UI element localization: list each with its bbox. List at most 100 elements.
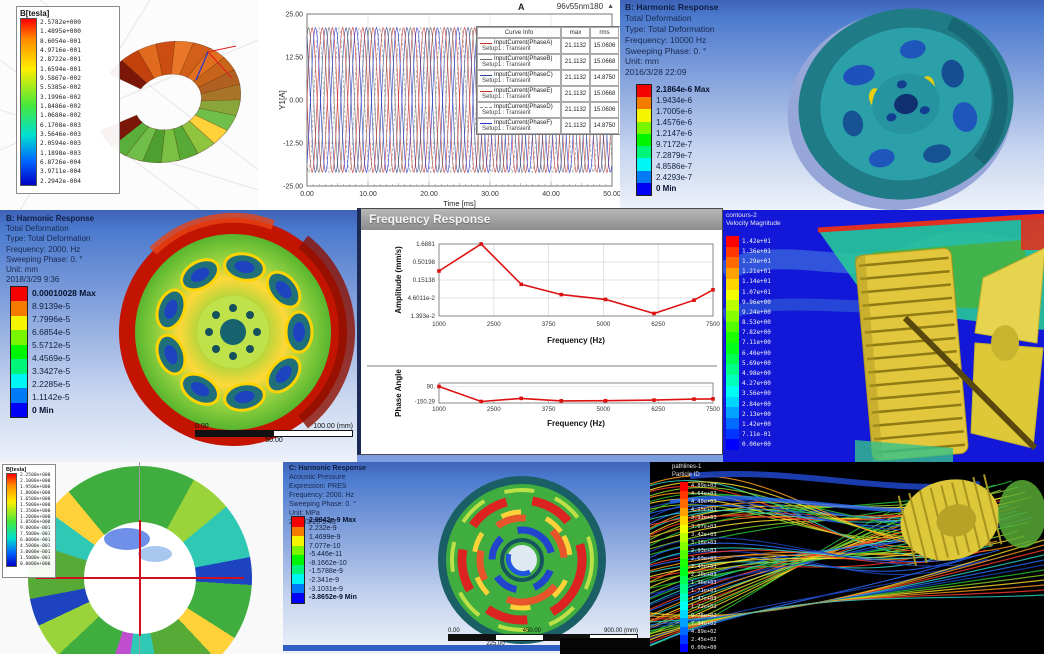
axis-text: 12.50 <box>285 54 303 61</box>
chart-title: A <box>518 2 525 12</box>
legend-value: 1.2000e+000 <box>20 514 51 520</box>
legend-value: 2.9942e-9 Max <box>309 516 357 524</box>
info-line: Sweeping Phase: 0. ° <box>289 500 357 508</box>
table-cell-max: 21.1132 <box>561 38 590 54</box>
table-cell-max: 21.1132 <box>561 70 590 86</box>
ruler-label: 900.00 (mm) <box>603 628 638 634</box>
legend-value: 2.4293e-7 <box>656 173 693 182</box>
axis-text: -12.50 <box>283 140 303 147</box>
axis-text: 4.6011e-2 <box>408 295 436 302</box>
panel-acoustic-pressure: C: Harmonic Response Acoustic Pressure Exp… <box>283 462 650 654</box>
color-band <box>680 558 688 567</box>
axis-text: 0.50198 <box>413 259 436 266</box>
legend-value: 1.5000e+000 <box>20 502 51 508</box>
window-edge-strip <box>283 645 650 651</box>
color-band <box>637 109 651 122</box>
colorbar-value: 3.18e+03 <box>691 539 717 546</box>
panel-frequency-response: Frequency Response 1.6881 0.50198 0.15138 4… <box>357 208 723 462</box>
deformation-legend: 2.1864e-6 Max 1.9434e-6 1.7005e-6 1.4576e-6… <box>636 84 710 196</box>
color-band <box>637 133 651 147</box>
legend-value: 5.5712e-5 <box>32 339 71 350</box>
colorbar-value: 1.36e+01 <box>742 247 771 255</box>
legend-value: 1.6500e+000 <box>20 496 51 502</box>
colorbar-value: 9.96e+00 <box>742 298 771 306</box>
curve-entry: InputCurrent(PhaseA) <box>480 40 552 46</box>
color-band <box>292 555 304 565</box>
color-band <box>726 246 739 258</box>
legend-labels: 2.1864e-6 Max 1.9434e-6 1.7005e-6 1.4576e-6… <box>656 84 710 196</box>
legend-value: 6.0000e-001 <box>20 538 51 544</box>
colorbar-value: 2.69e+03 <box>691 555 717 562</box>
legend-value: 1.0680e-002 <box>40 112 81 120</box>
red-wheel-deformation-model <box>119 212 356 446</box>
colorbar-value: 6.40e+00 <box>742 349 771 357</box>
particle-id-colorbar: 4.89e+03 4.64e+03 4.40e+03 4.15e+03 3.91e+03… <box>680 482 717 652</box>
corner-fill <box>560 638 650 654</box>
legend-value: 7.2879e-7 <box>656 151 693 160</box>
collapse-caret-icon[interactable]: ▲ <box>607 3 614 10</box>
colorbar-value: 4.15e+03 <box>691 507 717 514</box>
legend-value: -5.446e-11 <box>309 551 343 559</box>
axis-text: 6250 <box>651 321 665 328</box>
legend-value: -8.1662e-10 <box>309 559 347 567</box>
panel-flux-torus: B[tesla] 2.5782e+000 1.4895e+000 8.6054e-0… <box>0 0 258 210</box>
ruler-label: 0.00 <box>195 423 209 430</box>
color-band <box>680 507 688 516</box>
table-cell-max: 21.1132 <box>561 86 590 102</box>
info-line: 2018/3/29 9:36 <box>6 275 60 285</box>
color-band <box>726 236 739 247</box>
legend-value: 6.6854e-5 <box>32 326 71 337</box>
flux-patch <box>138 546 172 562</box>
axis-text: 0.15138 <box>413 277 436 284</box>
colorbar-value: 5.69e+00 <box>742 359 771 367</box>
color-band <box>726 278 739 290</box>
curve-setup: Setup1 : Transient <box>482 62 531 68</box>
curve-info-table: Curve Info max rms InputCurrent(PhaseA) Setu… <box>476 26 620 135</box>
table-row-name: InputCurrent(PhaseF) Setup1 : Transient <box>477 118 561 134</box>
legend-value: 5.5385e-002 <box>40 84 81 92</box>
curve-entry: InputCurrent(PhaseE) <box>480 88 552 94</box>
color-band <box>680 482 688 491</box>
colorbar-value: 1.21e+01 <box>742 268 771 276</box>
axis-text: Y1[A] <box>278 90 287 110</box>
colorbar-value: 7.11e+00 <box>742 339 771 347</box>
color-band <box>637 146 651 159</box>
curve-color-swatch <box>480 74 492 76</box>
axis-text: 7500 <box>706 321 720 328</box>
colorbar-value: 4.89e+03 <box>691 483 717 490</box>
legend-value: 2.0594e-003 <box>40 140 81 148</box>
pathlines-scene <box>650 470 1044 647</box>
colorbar-value: 2.93e+03 <box>691 547 717 554</box>
color-band <box>726 257 739 269</box>
window-title-bar[interactable]: Frequency Response <box>361 209 722 230</box>
color-band <box>292 526 304 537</box>
legend-value: 3.0000e-001 <box>20 549 51 555</box>
legend-title: B[tesla] <box>20 9 50 18</box>
color-band <box>680 575 688 584</box>
ruler-label: 50.00 <box>265 437 283 444</box>
color-band <box>637 182 651 195</box>
colorbar-value: 8.53e+00 <box>742 319 771 327</box>
info-line: Sweeping Phase: 0. ° <box>625 45 707 56</box>
colorbar-value: 1.71e+03 <box>691 588 717 595</box>
curve-name: InputCurrent(PhaseC) <box>494 72 553 78</box>
axis-text: 50.00 <box>603 191 620 198</box>
colorbar-value: 1.07e+01 <box>742 288 771 296</box>
color-band <box>680 592 688 601</box>
acoustic-disc-model <box>438 476 606 644</box>
flux-rotor-legend: B[tesla] 2.2500e+000 2.1000e+000 1.9500e+0… <box>2 464 56 578</box>
colorbar-value: 4.27e+00 <box>742 380 771 388</box>
table-cell-max: 21.1132 <box>561 102 590 118</box>
legend-value: 1.1142e-5 <box>32 391 70 402</box>
colorbar-gradient <box>20 18 37 186</box>
color-band <box>11 330 27 345</box>
colorbar-value: 0.00e+00 <box>742 441 771 449</box>
ruler-label: 225.00 <box>486 641 505 647</box>
legend-value: -2.341e-9 <box>309 576 339 584</box>
legend-value: 1.4895e+000 <box>40 28 81 36</box>
axis-text: -25.00 <box>283 183 303 190</box>
colorbar-labels: 4.89e+03 4.64e+03 4.40e+03 4.15e+03 3.91e+03… <box>691 482 717 652</box>
table-cell-max: 21.1132 <box>561 54 590 70</box>
color-band <box>680 567 688 576</box>
legend-value: 9.0000e-001 <box>20 526 51 532</box>
